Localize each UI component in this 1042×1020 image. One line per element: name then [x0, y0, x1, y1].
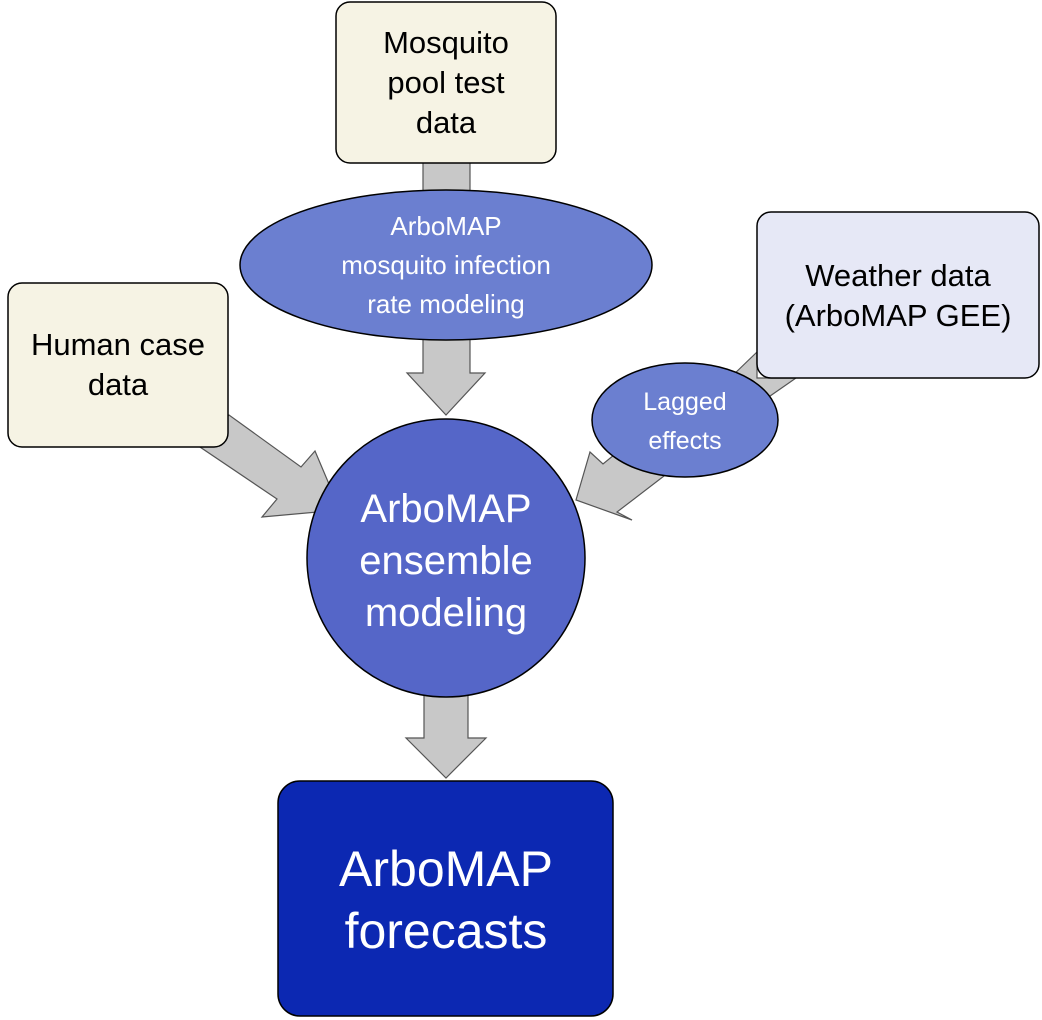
human-case-node: Human case data [7, 282, 229, 448]
weather-line-1: Weather data [805, 258, 991, 293]
ensemble-line-3: modeling [365, 591, 527, 635]
forecasts-node: ArboMAP forecasts [277, 780, 614, 1017]
lagged-effects-line-1: Lagged [643, 388, 726, 416]
forecasts-line-2: forecasts [345, 903, 548, 959]
mosquito-pool-line-3: data [416, 105, 477, 140]
ensemble-line-1: ArboMAP [360, 487, 531, 531]
mosquito-pool-node: Mosquito pool test data [335, 1, 557, 164]
ensemble-line-2: ensemble [359, 539, 532, 583]
infection-rate-line-3: rate modeling [367, 289, 525, 319]
infection-rate-line-2: mosquito infection [341, 250, 551, 280]
forecasts-line-1: ArboMAP [339, 841, 553, 897]
human-case-line-1: Human case [31, 327, 205, 362]
lagged-effects-node: Lagged effects [591, 362, 779, 478]
infection-rate-line-1: ArboMAP [390, 211, 501, 241]
lagged-effects-line-2: effects [648, 427, 721, 455]
infection-rate-node: ArboMAP mosquito infection rate modeling [239, 189, 653, 341]
weather-node: Weather data (ArboMAP GEE) [756, 211, 1040, 379]
mosquito-pool-line-1: Mosquito [383, 25, 509, 60]
arrow-human-case-to-ensemble [196, 414, 341, 518]
arrow-infection-rate-to-ensemble [405, 329, 487, 416]
ensemble-node: ArboMAP ensemble modeling [306, 418, 586, 698]
arrow-ensemble-to-forecasts [404, 694, 488, 779]
mosquito-pool-line-2: pool test [387, 65, 505, 100]
human-case-line-2: data [88, 367, 149, 402]
weather-line-2: (ArboMAP GEE) [785, 298, 1012, 333]
